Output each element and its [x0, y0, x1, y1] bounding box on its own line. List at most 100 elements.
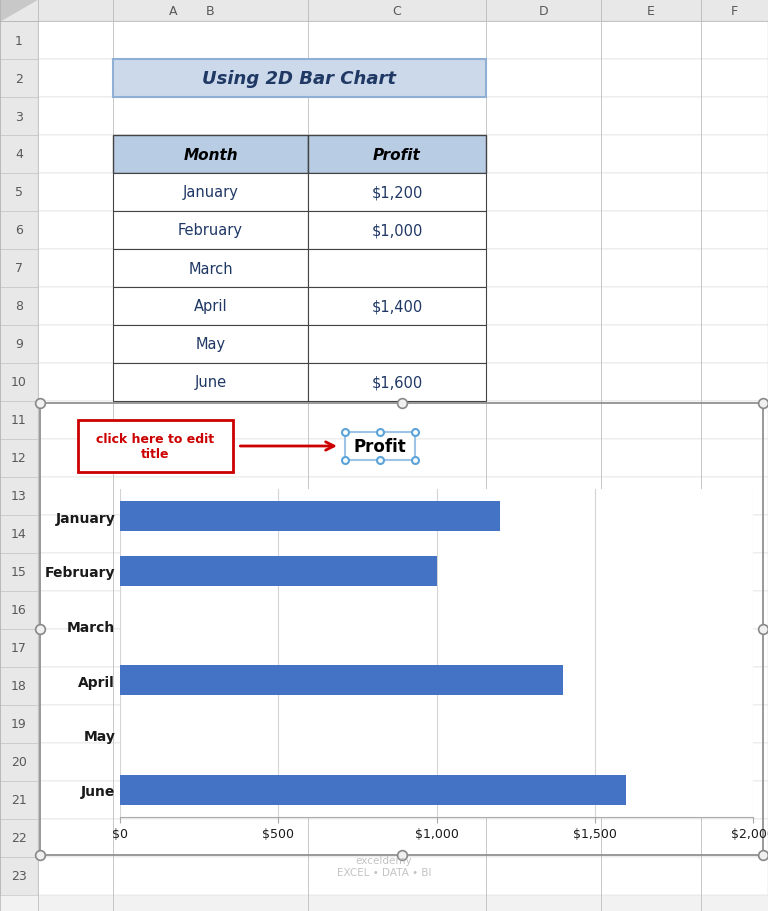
Bar: [308, 363, 486, 402]
Text: 14: 14: [11, 527, 27, 541]
Text: $1,000: $1,000: [371, 223, 422, 239]
Bar: [38, 288, 768, 325]
Text: click here to edit
title: click here to edit title: [96, 433, 214, 460]
Text: 13: 13: [11, 490, 27, 503]
Text: exceldemy
EXCEL • DATA • BI: exceldemy EXCEL • DATA • BI: [336, 855, 432, 876]
Bar: [0, 136, 38, 174]
Text: D: D: [538, 5, 548, 17]
Bar: [0, 363, 38, 402]
Text: 17: 17: [11, 641, 27, 655]
Text: March: March: [188, 261, 233, 276]
Text: 2: 2: [15, 72, 23, 86]
Text: 21: 21: [11, 793, 27, 806]
Bar: [38, 97, 768, 136]
Text: 23: 23: [11, 869, 27, 883]
Bar: [0, 174, 38, 211]
Text: 16: 16: [11, 604, 27, 617]
Text: May: May: [195, 337, 226, 353]
Bar: [113, 60, 486, 97]
Text: $1,200: $1,200: [371, 185, 422, 200]
Bar: [120, 557, 436, 587]
Bar: [308, 136, 486, 174]
Text: F: F: [731, 5, 738, 17]
Bar: [0, 705, 38, 743]
Bar: [38, 250, 768, 288]
Bar: [38, 705, 768, 743]
Bar: [113, 363, 308, 402]
Bar: [308, 211, 486, 250]
Bar: [38, 516, 768, 553]
FancyBboxPatch shape: [78, 421, 233, 473]
Bar: [0, 743, 38, 781]
Text: 6: 6: [15, 224, 23, 237]
Bar: [38, 136, 768, 174]
Bar: [0, 630, 38, 667]
Text: 9: 9: [15, 338, 23, 351]
Bar: [113, 250, 308, 288]
Bar: [0, 591, 38, 630]
Text: February: February: [178, 223, 243, 239]
Bar: [0, 477, 38, 516]
Text: $1,400: $1,400: [372, 299, 422, 314]
Bar: [0, 22, 38, 60]
Bar: [38, 439, 768, 477]
Bar: [308, 325, 486, 363]
Bar: [38, 22, 768, 60]
Bar: [0, 857, 38, 895]
Bar: [0, 60, 38, 97]
Text: $1,600: $1,600: [372, 375, 422, 390]
Bar: [38, 325, 768, 363]
Bar: [38, 857, 768, 895]
Text: January: January: [183, 185, 238, 200]
Bar: [0, 439, 38, 477]
Text: 7: 7: [15, 262, 23, 275]
Bar: [38, 477, 768, 516]
Bar: [113, 211, 308, 250]
Bar: [38, 553, 768, 591]
Bar: [38, 630, 768, 667]
Bar: [113, 288, 308, 325]
Bar: [308, 174, 486, 211]
Bar: [0, 211, 38, 250]
Bar: [38, 211, 768, 250]
Bar: [0, 819, 38, 857]
Text: 8: 8: [15, 300, 23, 313]
Bar: [38, 743, 768, 781]
Bar: [0, 288, 38, 325]
Text: 12: 12: [11, 452, 27, 465]
Bar: [113, 325, 308, 363]
Bar: [120, 774, 627, 804]
Text: 5: 5: [15, 186, 23, 200]
Text: 15: 15: [11, 566, 27, 578]
Bar: [120, 666, 563, 696]
Text: April: April: [194, 299, 227, 314]
Polygon shape: [0, 0, 38, 22]
Text: 22: 22: [11, 832, 27, 844]
Bar: [0, 667, 38, 705]
Bar: [0, 325, 38, 363]
Bar: [38, 402, 768, 439]
Bar: [308, 288, 486, 325]
Text: 18: 18: [11, 680, 27, 692]
Bar: [120, 502, 500, 532]
Text: 1: 1: [15, 35, 23, 47]
FancyBboxPatch shape: [345, 433, 415, 460]
Text: 20: 20: [11, 755, 27, 769]
Text: Profit: Profit: [373, 148, 421, 162]
Bar: [0, 516, 38, 553]
Bar: [0, 0, 768, 22]
Bar: [0, 402, 38, 439]
Bar: [38, 363, 768, 402]
Text: 19: 19: [11, 718, 27, 731]
Bar: [38, 60, 768, 97]
Text: B: B: [206, 5, 215, 17]
Text: A: A: [169, 5, 177, 17]
Bar: [38, 174, 768, 211]
Text: Using 2D Bar Chart: Using 2D Bar Chart: [203, 70, 396, 87]
Bar: [0, 250, 38, 288]
Text: 4: 4: [15, 148, 23, 161]
Bar: [38, 591, 768, 630]
Bar: [113, 136, 308, 174]
Text: 3: 3: [15, 110, 23, 123]
Text: C: C: [392, 5, 402, 17]
